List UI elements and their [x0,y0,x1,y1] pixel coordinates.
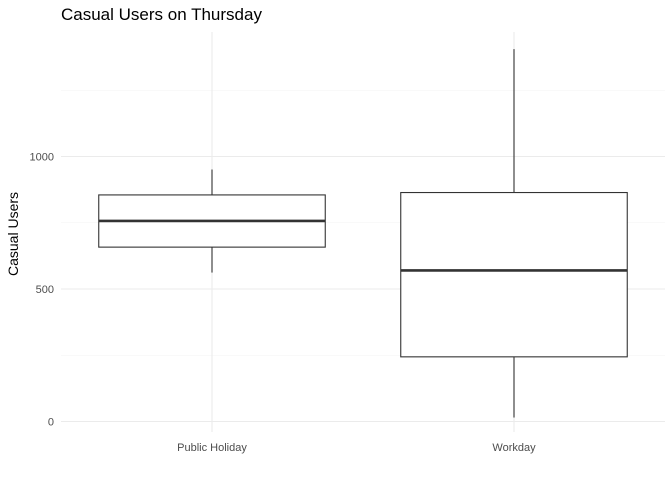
x-tick-label: Public Holiday [177,442,247,454]
iqr-box [400,191,628,358]
boxplot-workday [400,49,628,418]
y-tick-label: 1000 [30,152,54,164]
y-tick-label: 0 [48,417,54,429]
y-tick-label: 500 [36,284,54,296]
chart-title: Casual Users on Thursday [61,5,262,24]
x-tick-label: Workday [492,442,536,454]
y-axis-title: Casual Users [5,192,21,276]
boxplot-public-holiday [98,169,326,273]
boxes [98,49,628,418]
tick-labels: 0 500 1000 Public Holiday Workday [30,152,537,455]
